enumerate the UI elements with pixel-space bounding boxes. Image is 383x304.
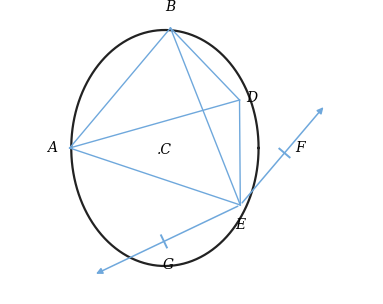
Text: F: F — [295, 141, 305, 155]
Text: E: E — [235, 218, 246, 232]
Text: D: D — [246, 91, 257, 105]
Text: A: A — [47, 141, 57, 155]
Text: .C: .C — [157, 143, 172, 157]
Text: B: B — [165, 0, 175, 14]
Text: G: G — [162, 258, 173, 272]
